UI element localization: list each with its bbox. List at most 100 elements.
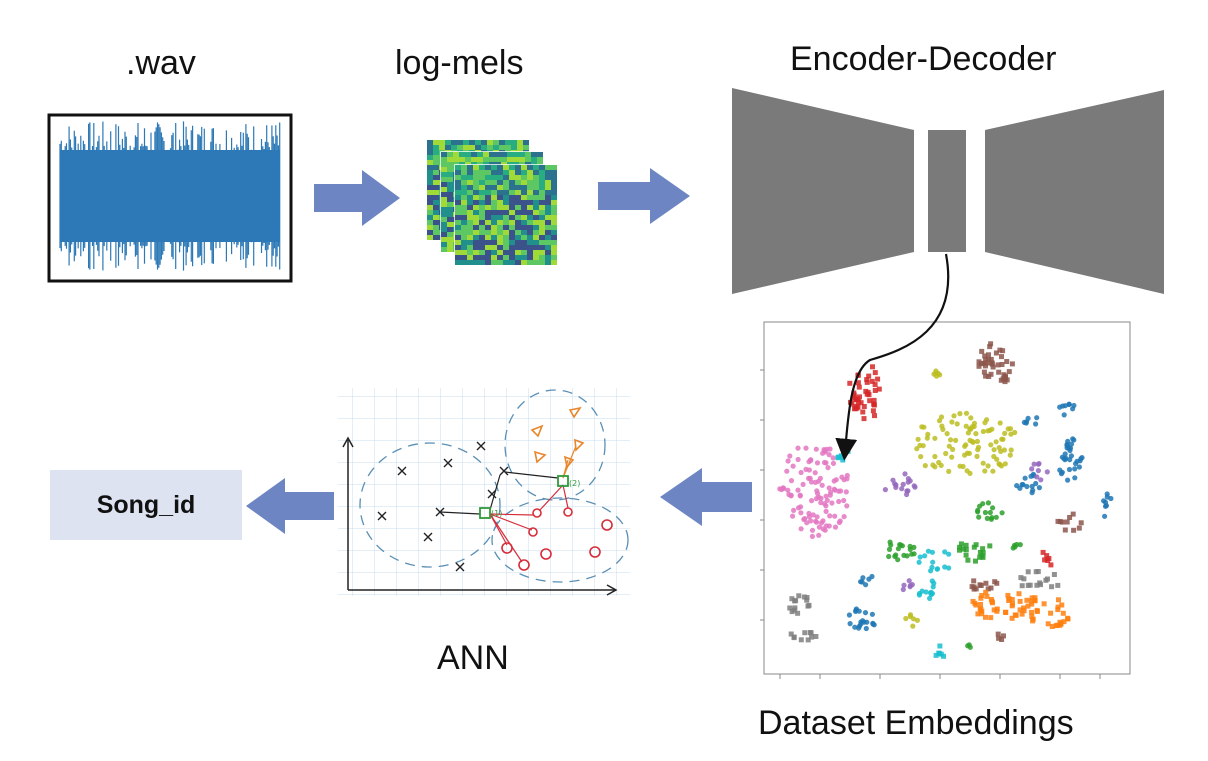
embedding-point (901, 582, 907, 588)
embedding-point (841, 514, 847, 520)
embedding-point (976, 363, 982, 369)
embedding-point (909, 551, 915, 557)
embedding-point (856, 399, 861, 405)
spectrogram-layer (454, 164, 557, 266)
embedding-point (784, 468, 790, 474)
embedding-point (942, 549, 948, 555)
embedding-point (1057, 622, 1063, 628)
embedding-point (916, 559, 922, 565)
embedding-point (980, 550, 986, 556)
embedding-point (854, 405, 860, 411)
embedding-point (1067, 515, 1073, 520)
embedding-point (1058, 471, 1065, 477)
embedding-point (1034, 474, 1040, 480)
embedding-point (1035, 468, 1041, 474)
embedding-point (975, 611, 981, 617)
embedding-point (859, 579, 865, 585)
embedding-point (933, 652, 939, 658)
embedding-point (987, 344, 993, 350)
embedding-point (971, 578, 977, 584)
embedding-point (991, 607, 997, 613)
embedding-point (1004, 359, 1010, 364)
embedding-point (978, 595, 984, 601)
embedding-point (961, 546, 966, 552)
embedding-point (808, 518, 814, 524)
embedding-point (942, 564, 948, 570)
embedding-point (983, 589, 989, 595)
embedding-point (1019, 611, 1025, 617)
embedding-point (1031, 461, 1037, 467)
embedding-point (870, 408, 876, 414)
embedding-point (1072, 475, 1078, 481)
log-mels-label: log-mels (395, 44, 524, 82)
embedding-point (802, 630, 808, 636)
embedding-point (804, 597, 810, 603)
embedding-point (986, 352, 991, 358)
embedding-point (845, 448, 851, 454)
embedding-point (795, 456, 801, 463)
embedding-point (812, 470, 818, 476)
embedding-point (777, 486, 783, 492)
embedding-point (936, 650, 942, 656)
embedding-point (828, 489, 834, 495)
embedding-point (864, 377, 870, 383)
embedding-point (1025, 415, 1031, 421)
embedding-point (1033, 421, 1039, 427)
embedding-point (1042, 557, 1048, 563)
embedding-point (1017, 607, 1023, 613)
embedding-point (869, 378, 875, 384)
embedding-point (1034, 582, 1040, 588)
embedding-point (839, 474, 845, 480)
embedding-point (1068, 441, 1075, 447)
embedding-point (830, 460, 837, 466)
embedding-point (999, 510, 1005, 516)
embedding-point (944, 431, 950, 437)
embedding-point (1059, 602, 1065, 608)
embedding-point (998, 463, 1005, 469)
embedding-point (821, 459, 828, 466)
embedding-point (925, 548, 932, 554)
embedding-point (984, 515, 990, 522)
embedding-point (1076, 525, 1082, 531)
embedding-point (1049, 624, 1055, 629)
embedding-point (910, 616, 917, 622)
embedding-point (1032, 595, 1038, 601)
embedding-point (1070, 406, 1076, 412)
embedding-point (957, 547, 962, 553)
embedding-point (869, 611, 876, 617)
embedding-point (1061, 456, 1067, 462)
embedding-point (983, 614, 988, 620)
embedding-point (929, 590, 936, 597)
embedding-point (1009, 597, 1015, 602)
song-id-label: Song_id (96, 490, 196, 519)
embedding-point (994, 606, 1000, 612)
embedding-point (797, 493, 803, 499)
embedding-point (861, 404, 867, 409)
embedding-point (1032, 598, 1038, 604)
embedding-point (1038, 582, 1043, 588)
embedding-scatter-icon (760, 321, 1131, 679)
embedding-point (930, 559, 936, 565)
embedding-point (853, 608, 859, 615)
embedding-point (958, 541, 964, 547)
embedding-point (1016, 591, 1022, 597)
embedding-point (968, 415, 974, 421)
embedding-point (1029, 609, 1035, 615)
embedding-point (973, 431, 979, 437)
embedding-point (826, 523, 832, 529)
embedding-point (1104, 494, 1110, 500)
embedding-point (860, 575, 866, 581)
embedding-point (1009, 603, 1015, 609)
embedding-point (1009, 361, 1015, 367)
embedding-point (866, 373, 872, 379)
embedding-point (1033, 480, 1039, 487)
embedding-point (980, 460, 986, 466)
embedding-point (917, 442, 923, 448)
embedding-point (993, 350, 999, 356)
embedding-point (1029, 595, 1035, 601)
embedding-point (999, 637, 1005, 642)
embedding-point (935, 370, 941, 376)
embedding-point (809, 527, 816, 533)
embedding-point (832, 524, 839, 530)
spectrogram-stack-icon (426, 139, 557, 266)
